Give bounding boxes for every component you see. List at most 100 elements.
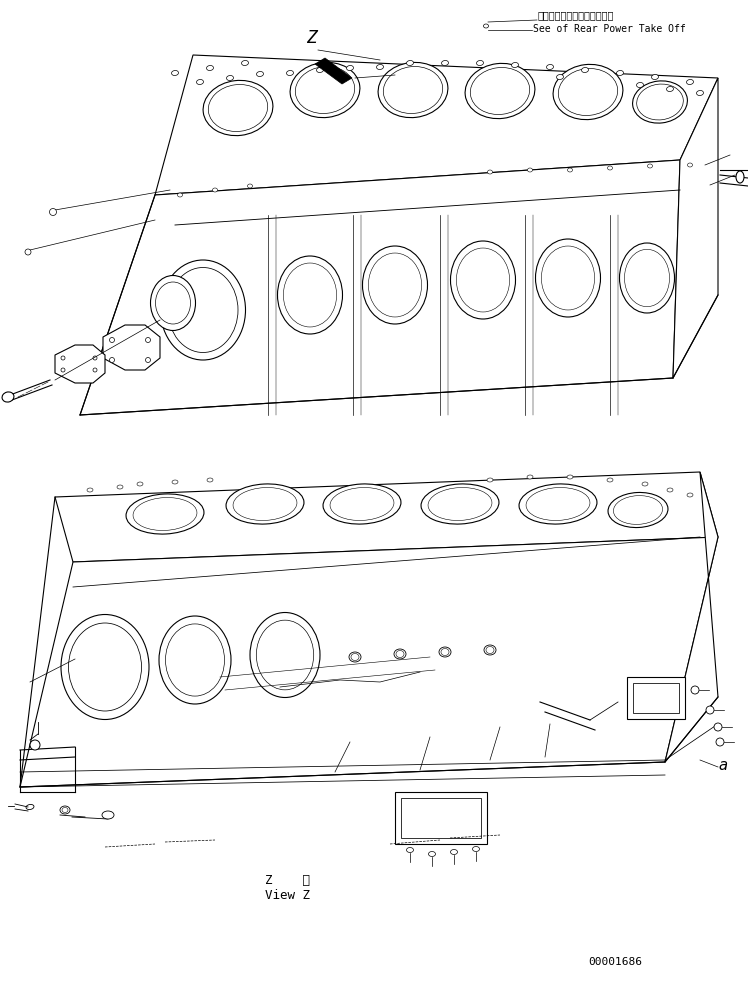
- Ellipse shape: [197, 79, 203, 84]
- Ellipse shape: [428, 488, 492, 521]
- Bar: [633, 683, 679, 713]
- Bar: [401, 798, 481, 838]
- Ellipse shape: [177, 193, 183, 197]
- Ellipse shape: [473, 847, 479, 852]
- Ellipse shape: [484, 645, 496, 655]
- Ellipse shape: [558, 69, 618, 116]
- Ellipse shape: [465, 64, 535, 119]
- Text: リヤーパワーテークオフ参照: リヤーパワーテークオフ参照: [538, 10, 614, 20]
- Text: a: a: [718, 758, 727, 773]
- Polygon shape: [80, 160, 680, 415]
- Polygon shape: [55, 345, 105, 383]
- Ellipse shape: [687, 493, 693, 497]
- Ellipse shape: [93, 368, 97, 372]
- Text: View Z: View Z: [265, 889, 310, 902]
- Ellipse shape: [542, 246, 595, 310]
- Text: Z    視: Z 視: [265, 874, 310, 887]
- Ellipse shape: [642, 482, 648, 486]
- Ellipse shape: [295, 67, 355, 114]
- Ellipse shape: [619, 243, 675, 313]
- Ellipse shape: [714, 723, 722, 731]
- Ellipse shape: [349, 652, 361, 662]
- Polygon shape: [55, 472, 718, 562]
- Ellipse shape: [203, 80, 273, 135]
- Ellipse shape: [637, 82, 643, 87]
- Ellipse shape: [150, 276, 195, 331]
- Ellipse shape: [93, 356, 97, 360]
- Ellipse shape: [25, 249, 31, 255]
- Ellipse shape: [567, 475, 573, 479]
- Ellipse shape: [87, 488, 93, 492]
- Ellipse shape: [61, 614, 149, 719]
- Ellipse shape: [406, 848, 414, 852]
- Ellipse shape: [450, 241, 515, 319]
- Ellipse shape: [716, 738, 724, 746]
- Ellipse shape: [137, 482, 143, 486]
- Ellipse shape: [691, 686, 699, 694]
- Ellipse shape: [30, 740, 40, 750]
- Ellipse shape: [61, 356, 65, 360]
- Ellipse shape: [421, 484, 499, 524]
- Ellipse shape: [633, 80, 687, 123]
- Ellipse shape: [161, 260, 245, 360]
- Ellipse shape: [207, 478, 213, 482]
- Ellipse shape: [146, 357, 150, 363]
- Ellipse shape: [736, 171, 744, 183]
- Ellipse shape: [117, 485, 123, 489]
- Ellipse shape: [441, 61, 449, 66]
- Ellipse shape: [316, 68, 323, 73]
- Ellipse shape: [69, 623, 141, 711]
- Polygon shape: [20, 537, 718, 787]
- Ellipse shape: [172, 480, 178, 484]
- Ellipse shape: [242, 61, 248, 66]
- Ellipse shape: [450, 850, 458, 854]
- Polygon shape: [673, 78, 718, 378]
- Ellipse shape: [441, 648, 449, 655]
- Ellipse shape: [26, 804, 34, 809]
- Ellipse shape: [62, 807, 68, 812]
- Ellipse shape: [607, 166, 613, 170]
- Ellipse shape: [519, 484, 597, 524]
- Ellipse shape: [146, 337, 150, 342]
- Ellipse shape: [536, 239, 601, 317]
- Ellipse shape: [102, 811, 114, 819]
- Ellipse shape: [666, 86, 673, 91]
- Ellipse shape: [470, 68, 530, 115]
- Ellipse shape: [568, 168, 572, 172]
- Ellipse shape: [156, 282, 191, 324]
- Polygon shape: [103, 325, 160, 370]
- Ellipse shape: [696, 90, 703, 95]
- Ellipse shape: [637, 84, 684, 120]
- Polygon shape: [665, 472, 718, 762]
- Ellipse shape: [547, 65, 554, 70]
- Ellipse shape: [394, 649, 406, 659]
- Ellipse shape: [527, 168, 533, 172]
- Ellipse shape: [608, 492, 668, 528]
- Ellipse shape: [61, 368, 65, 372]
- Ellipse shape: [283, 263, 337, 327]
- Ellipse shape: [406, 61, 414, 66]
- Ellipse shape: [286, 71, 293, 76]
- Ellipse shape: [581, 68, 589, 73]
- Ellipse shape: [667, 488, 673, 492]
- Ellipse shape: [159, 616, 231, 704]
- Ellipse shape: [687, 79, 693, 84]
- Ellipse shape: [109, 337, 114, 342]
- Ellipse shape: [165, 624, 224, 697]
- Ellipse shape: [363, 246, 428, 324]
- Ellipse shape: [171, 71, 179, 76]
- Ellipse shape: [250, 612, 320, 697]
- Ellipse shape: [206, 66, 213, 71]
- Ellipse shape: [212, 188, 218, 192]
- Ellipse shape: [168, 268, 238, 352]
- Ellipse shape: [257, 72, 263, 77]
- Ellipse shape: [126, 493, 204, 534]
- Ellipse shape: [109, 357, 114, 363]
- Text: See of Rear Power Take Off: See of Rear Power Take Off: [533, 24, 686, 34]
- Polygon shape: [315, 58, 352, 84]
- Bar: [627, 677, 685, 719]
- Ellipse shape: [226, 484, 304, 524]
- Ellipse shape: [553, 65, 623, 120]
- Ellipse shape: [429, 852, 435, 856]
- Ellipse shape: [487, 478, 493, 482]
